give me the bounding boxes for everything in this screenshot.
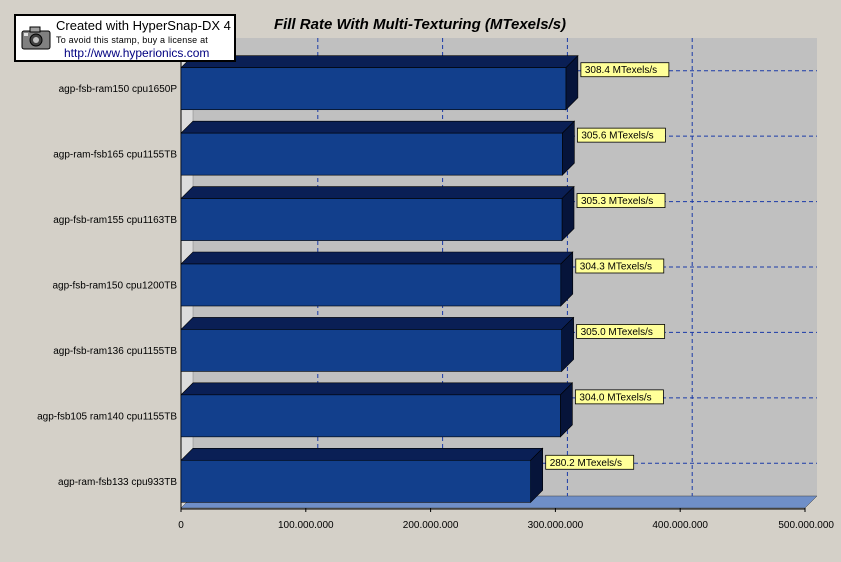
bar-front-face <box>180 67 567 111</box>
category-label: agp-fsb105 ram140 cpu1155TB <box>37 411 177 422</box>
bar-top-face <box>180 120 576 134</box>
category-label: agp-fsb-ram150 cpu1200TB <box>52 281 177 292</box>
data-label-box <box>575 258 665 274</box>
bar-front-face <box>180 459 531 503</box>
bar-top-face <box>180 447 544 461</box>
bars <box>180 54 579 504</box>
data-label: 304.3 MTexels/s <box>575 258 665 274</box>
data-label-box <box>580 62 670 78</box>
bar-top-face <box>180 317 575 330</box>
bar <box>180 316 575 373</box>
category-label: agp-ram-fsb165 cpu1155TB <box>53 150 177 161</box>
bar-top-face <box>180 382 574 396</box>
bar <box>180 185 575 242</box>
category-label: agp-ram-fsb133 cpu933TB <box>58 477 177 488</box>
data-label-text: 280.2 MTexels/s <box>550 458 622 469</box>
data-label-text: 308.4 MTexels/s <box>585 65 657 76</box>
bar <box>180 447 544 504</box>
data-label: 305.6 MTexels/s <box>576 127 666 143</box>
data-label-text: 305.3 MTexels/s <box>581 196 653 207</box>
bar <box>180 120 576 176</box>
category-label: agp-fsb-ram136 cpu1155TB <box>53 346 177 357</box>
data-label: 305.0 MTexels/s <box>576 324 666 339</box>
bar <box>180 382 574 438</box>
data-label: 308.4 MTexels/s <box>580 62 670 78</box>
bar-front-face <box>180 132 563 176</box>
x-tick-label: 500.000.000 <box>778 520 834 531</box>
data-label-box <box>576 127 666 143</box>
data-label: 304.0 MTexels/s <box>574 389 664 405</box>
bar <box>180 251 574 307</box>
bar <box>180 54 579 111</box>
data-label-text: 304.3 MTexels/s <box>580 262 652 273</box>
data-label: 305.3 MTexels/s <box>576 193 666 208</box>
stamp-line-1: Created with HyperSnap-DX 4 <box>56 18 231 33</box>
y-axis: agp-fsb-ram150 cpu1650P agp-ram-fsb165 cp… <box>37 84 177 488</box>
x-tick-label: 200.000.000 <box>403 520 459 531</box>
bar-front-face <box>180 263 562 307</box>
x-tick-label: 100.000.000 <box>278 520 334 531</box>
data-label-box <box>576 324 666 339</box>
data-label: 280.2 MTexels/s <box>545 454 635 470</box>
watermark-stamp: Created with HyperSnap-DX 4 To avoid thi… <box>14 14 236 62</box>
category-label: agp-fsb-ram150 cpu1650P <box>59 84 178 95</box>
bar-front-face <box>180 198 563 241</box>
stamp-line-2: To avoid this stamp, buy a license at <box>56 35 208 45</box>
camera-icon <box>21 26 51 50</box>
data-label-text: 305.6 MTexels/s <box>581 131 653 142</box>
x-tick-label: 300.000.000 <box>528 520 584 531</box>
bar-top-face <box>180 55 579 69</box>
bar-front-face <box>180 329 562 372</box>
data-label-text: 305.0 MTexels/s <box>581 327 653 338</box>
category-label: agp-fsb-ram155 cpu1163TB <box>53 215 177 226</box>
data-labels: 308.4 MTexels/s 305.6 MTexels/s 305.3 MTex… <box>545 62 670 470</box>
data-label-box <box>545 454 635 470</box>
data-label-box <box>574 389 664 405</box>
bar-top-face <box>180 251 574 265</box>
data-label-box <box>576 193 666 208</box>
chart-title: Fill Rate With Multi-Texturing (MTexels/… <box>274 16 566 33</box>
x-tick-label: 0 <box>178 520 184 531</box>
x-tick-label: 400.000.000 <box>652 520 708 531</box>
x-axis: 0 100.000.000 200.000.000 300.000.000 400.00… <box>178 508 834 531</box>
stamp-link: http://www.hyperionics.com <box>64 46 210 60</box>
data-label-text: 304.0 MTexels/s <box>579 392 651 403</box>
bar-top-face <box>180 186 575 199</box>
bar-front-face <box>180 394 561 438</box>
